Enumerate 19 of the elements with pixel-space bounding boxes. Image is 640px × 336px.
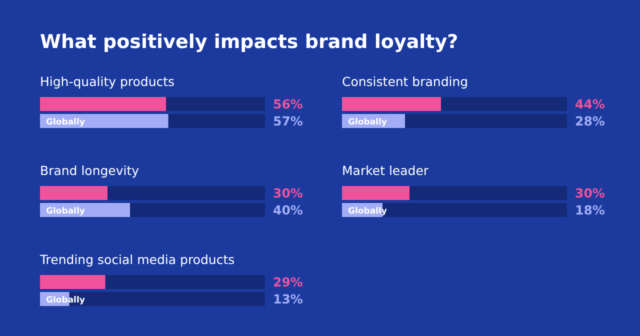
y-tick-label: Globally xyxy=(46,117,86,128)
chart-subtitle: High-quality products xyxy=(40,74,175,89)
data-label: 56% xyxy=(273,96,304,112)
data-label: 30% xyxy=(273,186,304,200)
data-label: 28% xyxy=(575,114,606,128)
chart-subtitle: Consistent branding xyxy=(342,74,468,89)
chart-subtitle: Trending social media products xyxy=(39,252,235,267)
data-label: 44% xyxy=(575,96,606,112)
data-label: 13% xyxy=(273,292,304,306)
data-label: 29% xyxy=(273,274,304,290)
data-label: 40% xyxy=(273,202,304,218)
chart-subtitle: Market leader xyxy=(342,163,430,178)
chart-subtitle: Brand longevity xyxy=(40,163,140,178)
y-tick-label: Globally xyxy=(46,206,86,216)
data-label: 18% xyxy=(575,202,606,218)
data-label: 57% xyxy=(273,114,304,128)
y-tick-label: Globally xyxy=(348,117,388,128)
data-label: 30% xyxy=(575,186,606,200)
chart-title: What positively impacts brand loyalty? xyxy=(40,31,458,53)
